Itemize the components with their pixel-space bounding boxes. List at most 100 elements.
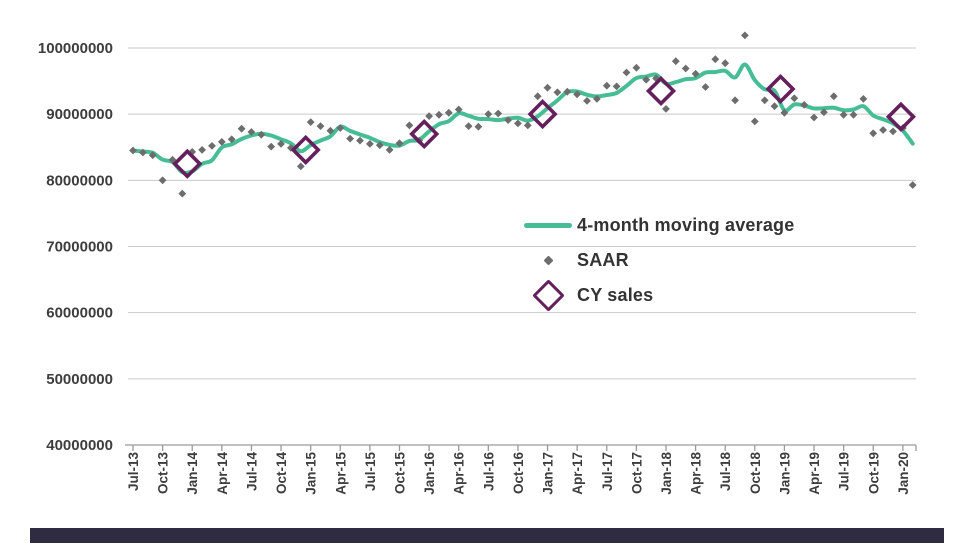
saar-point [543,83,552,92]
x-tick-label: Oct-15 [392,452,407,495]
saar-point [731,96,739,105]
x-tick-label: Jan-20 [896,452,911,495]
saar-point [306,118,315,126]
saar-point [148,151,157,160]
saar-point [760,96,769,105]
saar-point [464,122,473,130]
saar-point [612,82,621,91]
saar-point [375,141,384,150]
y-tick-label: 70000000 [46,238,113,255]
moving-average-line [131,62,915,176]
moving-average-line-marker [524,223,572,228]
x-tick-label: Jan-15 [304,452,319,495]
saar-points [129,31,917,198]
saar-point [444,108,453,117]
saar-point [366,140,374,148]
x-tick-label: Apr-17 [570,452,585,495]
saar-point [652,74,660,83]
saar-point [474,122,483,131]
saar-point [326,126,335,135]
legend-item-cy-sales: CY sales [519,278,794,313]
saar-point [721,59,730,68]
saar-point [583,97,591,105]
y-tick-label: 40000000 [46,437,113,454]
saar-point [237,124,246,133]
cy-sales-point [645,75,677,107]
saar-point [839,110,848,119]
x-tick-label: Jul-14 [244,452,259,492]
x-tick-label: Jul-16 [481,452,496,492]
legend-item-moving-average: 4-month moving average [519,208,794,243]
y-tick-label: 50000000 [46,371,113,388]
saar-point [504,116,512,124]
saar-point [780,108,789,117]
saar-point [494,109,503,118]
x-tick-label: Jul-17 [600,452,615,491]
saar-point [602,81,611,90]
saar-point [484,110,493,118]
saar-point [859,95,868,103]
saar-point [681,64,690,73]
saar-point [425,112,433,120]
saar-point [642,75,651,84]
saar-point [158,176,167,185]
saar-point [563,87,572,96]
saar-point [750,117,759,126]
saar-point [257,130,266,139]
legend-label-moving-average: 4-month moving average [577,215,795,235]
x-tick-label: Jul-19 [837,452,852,491]
saar-point [632,63,641,72]
y-tick-label: 60000000 [46,305,113,322]
saar-point [316,122,325,130]
saar-point [671,57,680,66]
saar-point [247,128,256,136]
saar-point [800,101,809,109]
saar-diamond-icon [543,255,553,266]
saar-point [336,124,345,132]
x-tick-label: Jan-18 [659,452,674,495]
saar-point [553,88,562,97]
y-tick-label: 90000000 [46,106,113,123]
saar-point [849,110,858,119]
legend-item-saar: SAAR [519,243,794,278]
x-axis [125,444,917,451]
saar-point [908,181,917,189]
x-tick-label: Apr-15 [333,452,348,495]
x-tick-label: Jan-17 [541,452,556,495]
saar-point [139,148,147,157]
x-tick-label: Jan-16 [422,452,437,495]
x-tick-label: Apr-19 [807,452,822,495]
legend-label-saar: SAAR [577,250,629,270]
saar-point [454,105,463,114]
chart-legend: 4-month moving average SAAR CY sales [519,208,794,313]
cy-sales-point [527,99,558,130]
x-tick-label: Oct-13 [156,452,171,495]
y-tick-label: 80000000 [46,172,113,189]
cy-sales-points [172,73,916,179]
cy-sales-point [409,118,440,150]
saar-point [188,148,197,156]
x-tick-label: Jul-13 [126,452,141,492]
saar-point [296,162,305,171]
x-tick-label: Oct-14 [274,452,289,495]
cy-sales-point [172,148,203,179]
saar-point [622,68,631,77]
saar-point [711,55,720,64]
saar-point [346,134,354,143]
cy-sales-point [290,134,321,165]
x-tick-label: Oct-19 [866,452,881,494]
legend-label-cy-sales: CY sales [577,285,654,305]
saar-point [385,146,394,154]
x-tick-label: Apr-18 [689,452,704,495]
saar-point [208,142,216,150]
saar-point [869,129,878,138]
saar-point [198,146,206,154]
saar-point [593,95,601,103]
y-tick-label: 100000000 [38,40,113,57]
saar-point [435,110,443,119]
saar-point [533,92,542,101]
x-tick-label: Apr-16 [452,452,467,495]
x-tick-label: Oct-16 [511,452,526,495]
